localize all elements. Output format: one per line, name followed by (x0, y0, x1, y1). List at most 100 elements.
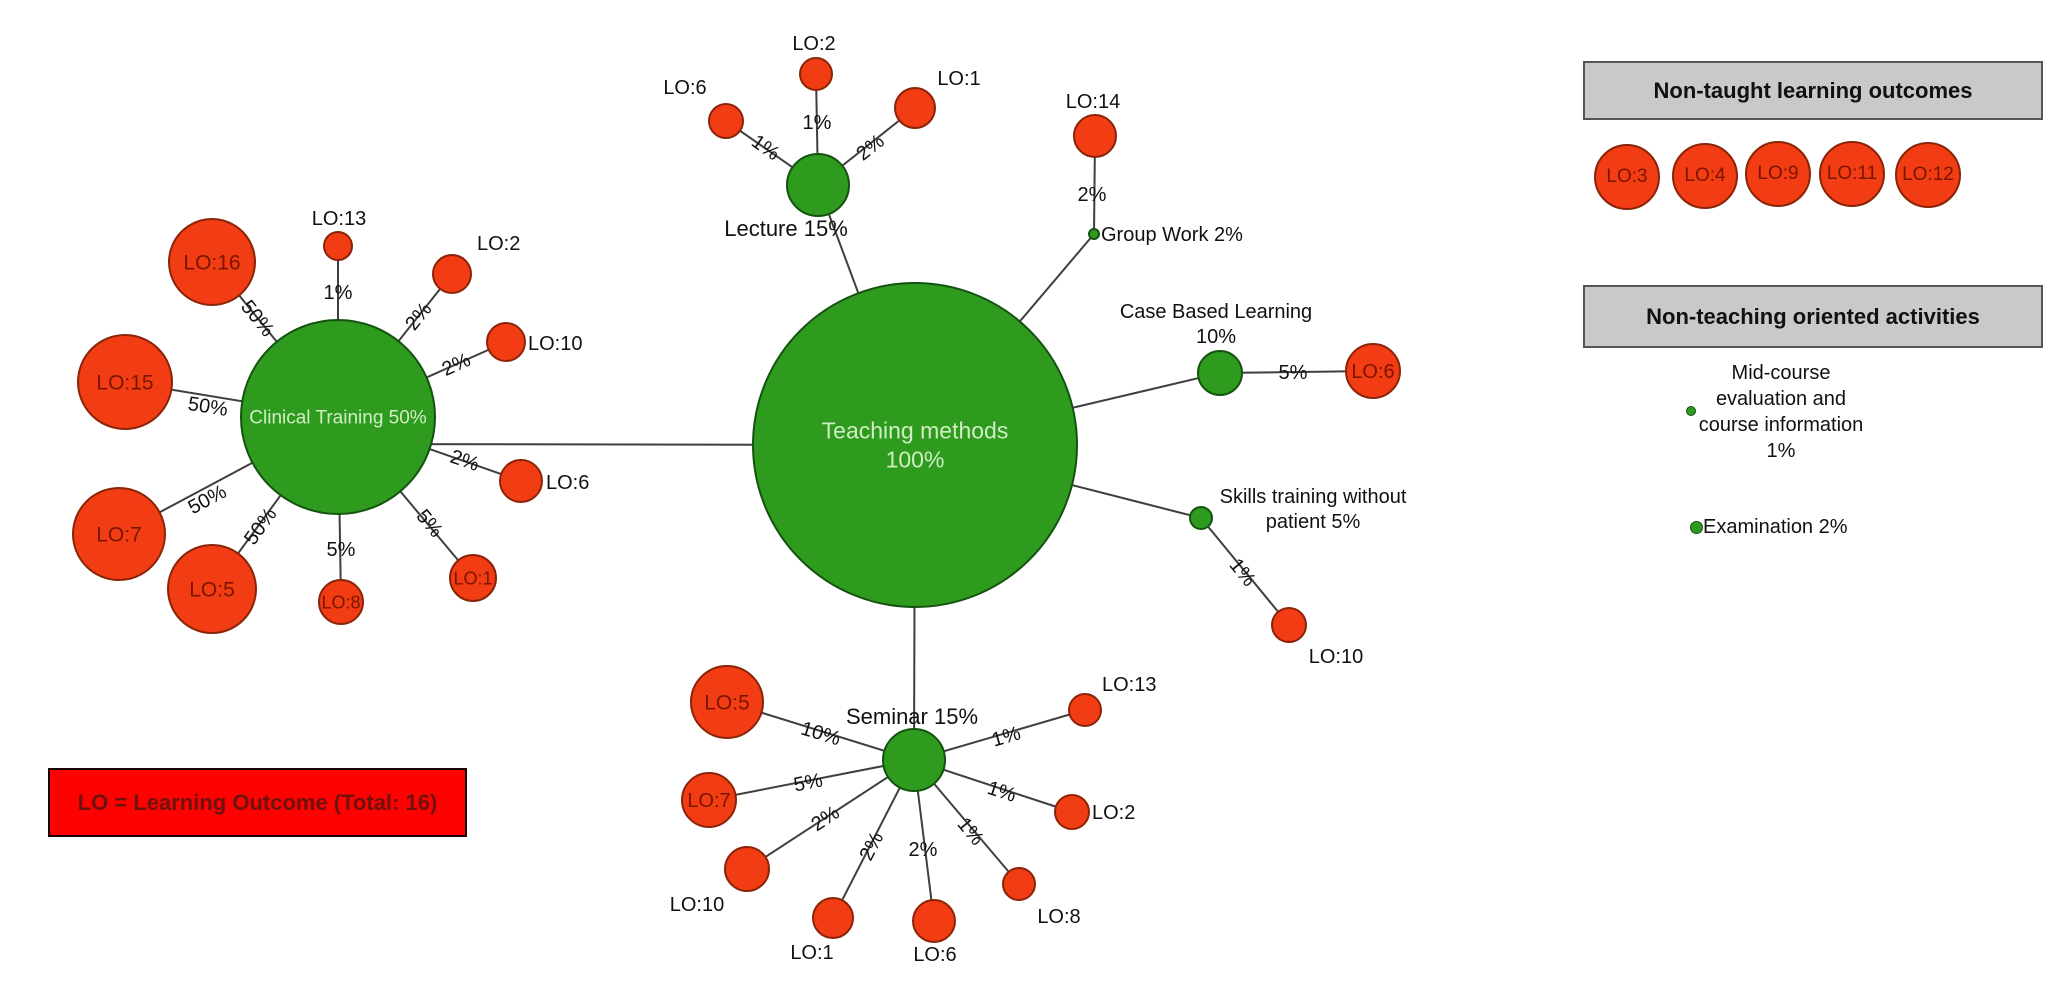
label-sem-lo8: LO:8 (1037, 906, 1080, 928)
node-ct-lo2 (432, 254, 472, 294)
non-taught-outcomes-header: Non-taught learning outcomes (1583, 61, 2043, 120)
label-ct-lo1: LO:1 (453, 568, 492, 588)
node-sem-lo7 (681, 772, 737, 828)
node-skills-training (1189, 506, 1213, 530)
edge-label-lecture--lec-lo1: 2% (852, 130, 888, 165)
edge-seminar--sem-lo7 (708, 759, 915, 801)
edge-label-clinical-training--ct-lo6: 2% (447, 446, 482, 476)
node-sem-lo1 (812, 897, 854, 939)
label-sem-lo1: LO:1 (790, 942, 833, 964)
node-teaching-methods (752, 282, 1078, 608)
edge-label-skills-training--st-lo10: 1% (1225, 554, 1260, 590)
node-clinical-training (240, 319, 436, 515)
label-case-based-learning: Case Based Learning 10% (1120, 301, 1312, 348)
node-cbl-lo6 (1345, 343, 1401, 399)
node-st-lo10 (1271, 607, 1307, 643)
non-taught-outcome-circle-lo4: LO:4 (1672, 143, 1738, 209)
label-ct-lo8: LO:8 (321, 592, 360, 612)
node-lec-lo6 (708, 103, 744, 139)
node-ct-lo16 (168, 218, 256, 306)
label-seminar: Seminar 15% (846, 704, 978, 729)
edge-label-seminar--sem-lo5: 10% (798, 718, 843, 751)
edge-label-seminar--sem-lo6: 2% (909, 839, 938, 861)
label-cbl-lo6: LO:6 (1351, 361, 1394, 383)
edge-seminar--sem-lo10 (746, 759, 915, 870)
node-sem-lo6 (912, 899, 956, 943)
label-ct-lo16: LO:16 (183, 251, 240, 274)
edge-label-clinical-training--ct-lo8: 5% (327, 539, 356, 561)
examination-activity-dot-icon (1690, 521, 1703, 534)
midcourse-line: 1% (1766, 440, 1796, 462)
label-ct-lo7: LO:7 (96, 523, 142, 546)
examination-activity-label: Examination 2% (1703, 516, 1848, 538)
label-lec-lo1: LO:1 (937, 68, 980, 90)
label-teaching-methods: Teaching methods 100% (822, 418, 1009, 473)
label-sem-lo10: LO:10 (670, 894, 724, 916)
label-ct-lo13: LO:13 (312, 208, 366, 230)
node-lec-lo1 (894, 87, 936, 129)
node-case-based-learning (1197, 350, 1243, 396)
node-ct-lo5 (167, 544, 257, 634)
node-ct-lo13 (323, 231, 353, 261)
label-ct-lo10: LO:10 (528, 333, 582, 355)
edge-label-seminar--sem-lo10: 2% (807, 802, 843, 836)
node-gw-lo14 (1073, 114, 1117, 158)
node-lec-lo2 (799, 57, 833, 91)
label-st-lo10: LO:10 (1309, 646, 1363, 668)
label-ct-lo5: LO:5 (189, 578, 235, 601)
non-taught-outcome-circle-lo9: LO:9 (1745, 141, 1811, 207)
edge-label-seminar--sem-lo8: 1% (953, 814, 989, 850)
lo-legend-box: LO = Learning Outcome (Total: 16) (48, 768, 467, 837)
label-lec-lo6: LO:6 (663, 77, 706, 99)
node-ct-lo1 (449, 554, 497, 602)
label-sem-lo2: LO:2 (1092, 802, 1135, 824)
node-ct-lo10 (486, 322, 526, 362)
label-lec-lo2: LO:2 (792, 33, 835, 55)
label-group-work: Group Work 2% (1101, 224, 1243, 246)
midcourse-line: course information (1698, 414, 1864, 436)
non-taught-outcome-circle-lo12: LO:12 (1895, 142, 1961, 208)
node-sem-lo13 (1068, 693, 1102, 727)
node-lecture (786, 153, 850, 217)
edge-skills-training--st-lo10 (1200, 517, 1290, 626)
edge-label-seminar--sem-lo13: 1% (989, 722, 1023, 751)
node-ct-lo8 (318, 579, 364, 625)
label-gw-lo14: LO:14 (1066, 91, 1120, 113)
edge-label-clinical-training--ct-lo2: 2% (401, 298, 436, 334)
edge-label-clinical-training--ct-lo13: 1% (324, 282, 353, 304)
node-seminar (882, 728, 946, 792)
edge-label-group-work--gw-lo14: 2% (1078, 184, 1107, 206)
edge-label-case-based-learning--cbl-lo6: 5% (1279, 362, 1308, 384)
non-teaching-activities-header: Non-teaching oriented activities (1583, 285, 2043, 348)
edge-label-seminar--sem-lo7: 5% (792, 769, 825, 796)
edge-label-seminar--sem-lo1: 2% (856, 828, 889, 864)
midcourse-activity-dot-icon (1686, 406, 1696, 416)
node-ct-lo7 (72, 487, 166, 581)
edge-label-clinical-training--ct-lo10: 2% (439, 349, 475, 381)
label-ct-lo6: LO:6 (546, 472, 589, 494)
label-ct-lo15: LO:15 (96, 371, 153, 394)
label-clinical-training: Clinical Training 50% (249, 408, 427, 429)
midcourse-line: Mid-course (1731, 362, 1831, 384)
edge-label-lecture--lec-lo2: 1% (803, 112, 832, 134)
edge-label-seminar--sem-lo2: 1% (985, 777, 1019, 807)
label-sem-lo7: LO:7 (687, 790, 730, 812)
edge-label-lecture--lec-lo6: 1% (747, 131, 783, 166)
non-taught-outcome-circle-lo11: LO:11 (1819, 141, 1885, 207)
node-sem-lo5 (690, 665, 764, 739)
node-sem-lo10 (724, 846, 770, 892)
node-ct-lo6 (499, 459, 543, 503)
label-skills-training: Skills training without patient 5% (1220, 486, 1407, 533)
label-lecture: Lecture 15% (724, 216, 848, 241)
midcourse-activity-label: Mid-course evaluation and course informa… (1664, 360, 1898, 464)
midcourse-line: evaluation and (1715, 388, 1847, 410)
node-sem-lo2 (1054, 794, 1090, 830)
label-sem-lo13: LO:13 (1102, 674, 1156, 696)
label-sem-lo5: LO:5 (704, 691, 750, 714)
node-group-work (1088, 228, 1100, 240)
label-sem-lo6: LO:6 (913, 944, 956, 966)
node-sem-lo8 (1002, 867, 1036, 901)
label-ct-lo2: LO:2 (477, 233, 520, 255)
